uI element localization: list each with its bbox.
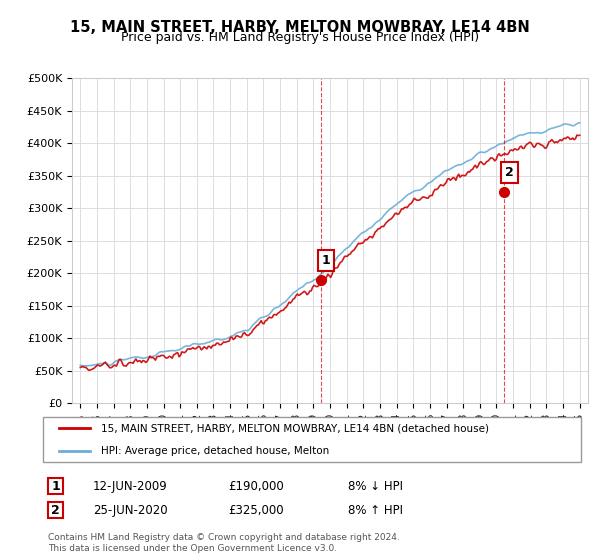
Text: 8% ↑ HPI: 8% ↑ HPI <box>348 503 403 517</box>
Text: HPI: Average price, detached house, Melton: HPI: Average price, detached house, Melt… <box>101 446 329 456</box>
Text: 25-JUN-2020: 25-JUN-2020 <box>93 503 167 517</box>
FancyBboxPatch shape <box>43 417 581 463</box>
Text: £325,000: £325,000 <box>228 503 284 517</box>
Text: Price paid vs. HM Land Registry's House Price Index (HPI): Price paid vs. HM Land Registry's House … <box>121 31 479 44</box>
FancyBboxPatch shape <box>48 478 63 494</box>
FancyBboxPatch shape <box>48 502 63 518</box>
Text: 1: 1 <box>322 254 330 267</box>
Text: Contains HM Land Registry data © Crown copyright and database right 2024.
This d: Contains HM Land Registry data © Crown c… <box>48 533 400 553</box>
Text: 1: 1 <box>51 479 60 493</box>
Text: 8% ↓ HPI: 8% ↓ HPI <box>348 479 403 493</box>
Text: 15, MAIN STREET, HARBY, MELTON MOWBRAY, LE14 4BN (detached house): 15, MAIN STREET, HARBY, MELTON MOWBRAY, … <box>101 423 489 433</box>
Text: 15, MAIN STREET, HARBY, MELTON MOWBRAY, LE14 4BN: 15, MAIN STREET, HARBY, MELTON MOWBRAY, … <box>70 20 530 35</box>
Text: £190,000: £190,000 <box>228 479 284 493</box>
Text: 2: 2 <box>51 503 60 517</box>
Text: 2: 2 <box>505 166 514 179</box>
Text: 12-JUN-2009: 12-JUN-2009 <box>93 479 168 493</box>
